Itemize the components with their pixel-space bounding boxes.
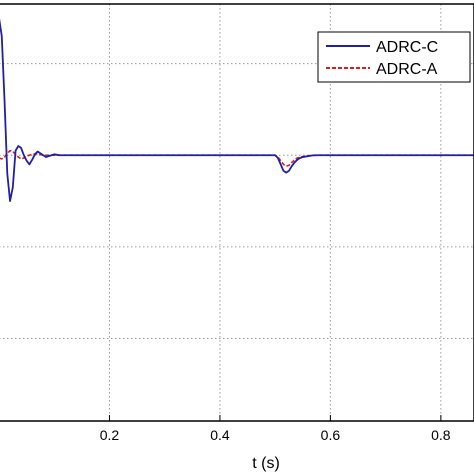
x-ticks: 0.2 0.4 0.6 0.8	[100, 415, 451, 443]
x-tick-label: 0.2	[100, 427, 120, 443]
series-line-adrc-c	[0, 18, 474, 202]
legend: ADRC-C ADRC-A	[317, 31, 471, 83]
plot-frame	[0, 3, 474, 422]
legend-label-adrc-a: ADRC-A	[376, 61, 438, 78]
x-tick-label: 0.4	[210, 427, 230, 443]
x-tick-label: 0.8	[431, 427, 451, 443]
series-line-adrc-a	[0, 149, 474, 168]
legend-label-adrc-c: ADRC-C	[376, 39, 438, 56]
series-group	[0, 18, 474, 202]
x-axis-label: t (s)	[252, 455, 280, 472]
x-tick-label: 0.6	[321, 427, 341, 443]
legend-box	[317, 31, 471, 83]
